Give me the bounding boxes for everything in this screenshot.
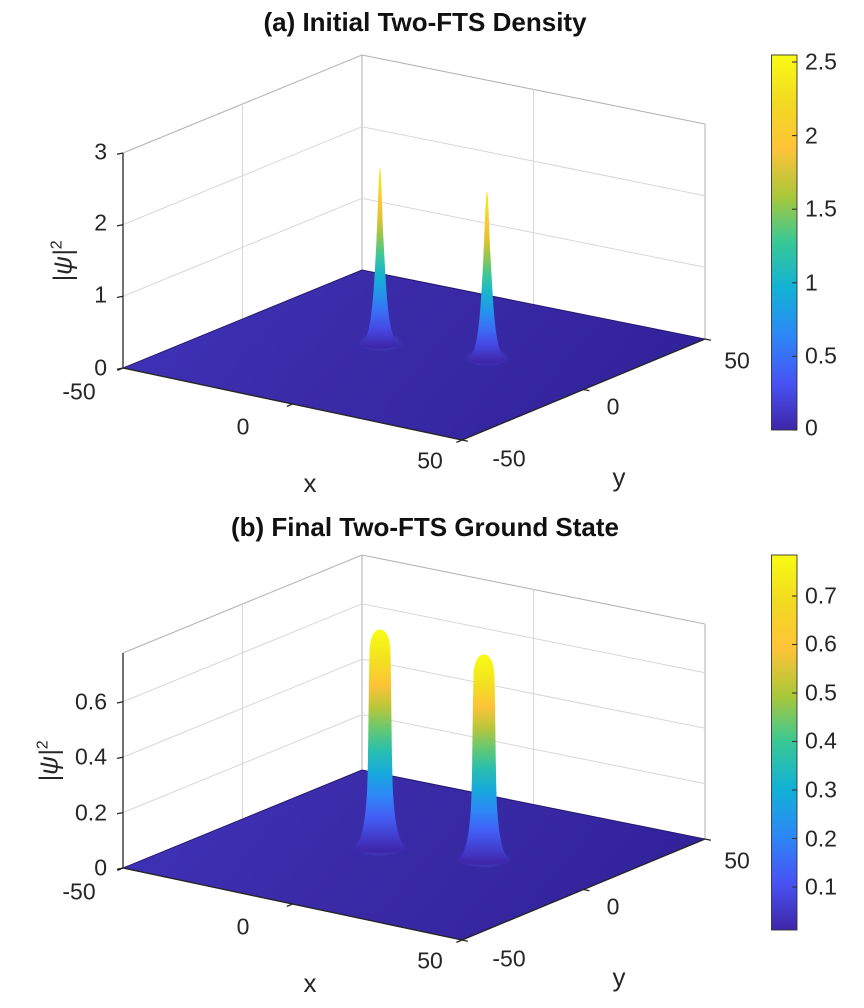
panel-b-colorbar-tick-label: 0.7 [805,582,837,609]
panel-a-x-tick-label: -50 [62,378,96,405]
panel-a-z-tick-label: 0 [94,354,107,381]
panel-a-colorbar-tick-label: 0.5 [805,342,837,369]
panel-b-peak-left [352,629,408,853]
panel-a-title: (a) Initial Two-FTS Density [263,7,587,37]
panel-a-colorbar-tick-label: 0 [805,414,818,441]
panel-b-peak-right [456,654,512,865]
panel-a-z-tick-label: 1 [94,281,107,308]
panel-b-z-tick-label: 0.4 [75,743,107,770]
panel-a-colorbar-tick-label: 2.5 [805,48,837,75]
panel-b-wall-gridlines [122,589,706,819]
panel-a-y-tick-label: -50 [492,445,526,472]
panel-a-x-tick-label: 0 [236,413,250,440]
panel-b-colorbar-tick-label: 0.2 [805,825,837,852]
panel-b-colorbar-tick-label: 0.1 [805,873,837,900]
panel-a-y-tick-label: 50 [724,347,750,374]
panel-a-z-tick-label: 2 [94,209,107,236]
panel-a-z-tick-label: 3 [94,138,107,165]
panel-b-y-tick-label: 50 [724,847,750,874]
panel-a-colorbar-tick-label: 1 [805,269,818,296]
panel-b-xaxis-label: x [303,968,317,998]
panel-a-xaxis-label: x [303,468,317,498]
panel-b-z-tick-label: 0 [94,854,107,881]
panel-b-axis-rulers [116,653,712,943]
panel-a-wall-gridlines [122,89,706,319]
panel-a-yaxis-label: y [612,462,626,492]
panel-b-yaxis-label: y [612,962,626,992]
panel-a-zaxis-label: |ψ|2 [47,240,78,282]
panel-b-x-tick-label: -50 [62,878,96,905]
panel-b-z-tick-label: 0.6 [75,688,107,715]
panel-a-peak-right [467,191,507,364]
panel-a-peak-left [360,167,400,349]
panel-a-x-tick-label: 50 [417,447,443,474]
panel-b-x-tick-label: 50 [417,947,443,974]
panel-a-colorbar-tick-label: 1.5 [805,195,837,222]
panel-b-box-edges [122,554,706,839]
panel-b-colorbar-tick-label: 0.5 [805,679,837,706]
panel-b-x-tick-label: 0 [236,913,250,940]
panel-a-plot [116,54,798,443]
panel-a-axis-rulers [116,152,712,443]
panel-a-colorbar-tick-label: 2 [805,122,818,149]
panel-b-y-tick-label: -50 [492,945,526,972]
panel-b-y-tick-label: 0 [606,893,620,920]
panel-b-title: (b) Final Two-FTS Ground State [230,512,620,542]
panel-b-colorbar-tick-label: 0.3 [805,776,837,803]
panel-a-y-tick-label: 0 [606,393,620,420]
panel-b-zaxis-label: |ψ|2 [33,740,64,782]
panel-b-plot [116,554,798,943]
panel-b-colorbar-tick-label: 0.4 [805,727,837,754]
panel-b-colorbar [771,554,798,931]
panel-b-colorbar-tick-label: 0.6 [805,630,837,657]
panel-a-colorbar [771,54,798,431]
panel-b-z-tick-label: 0.2 [75,799,107,826]
